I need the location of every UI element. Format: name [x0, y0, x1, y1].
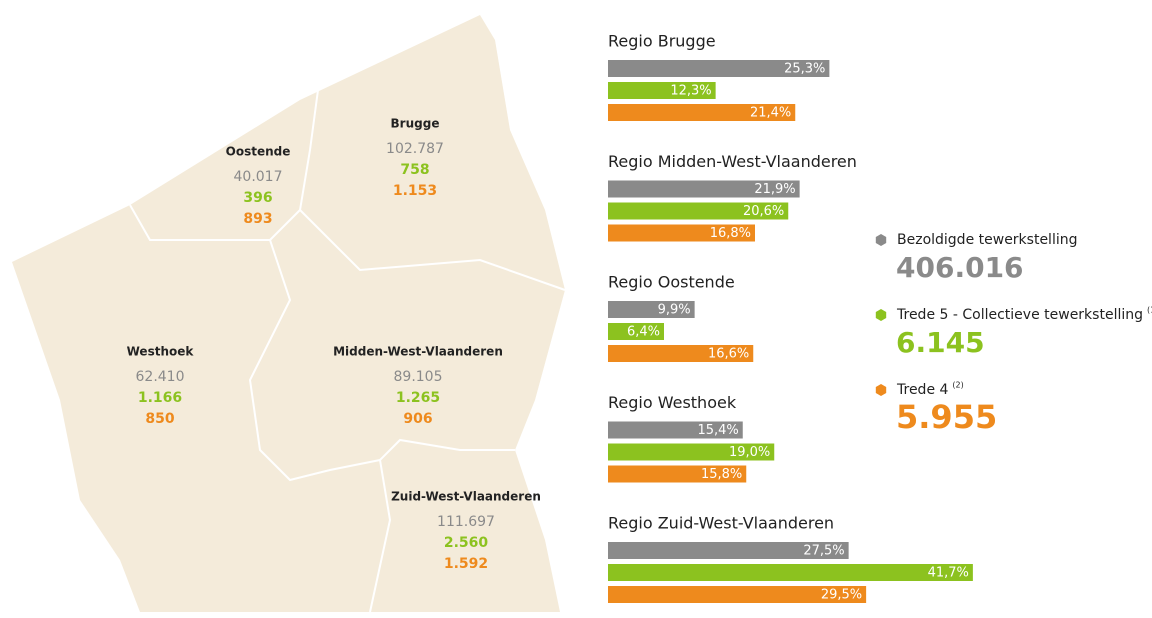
region-value: 89.105: [394, 369, 443, 385]
group-title: Regio Midden-West-Vlaanderen: [608, 152, 857, 171]
region-value: 893: [243, 211, 272, 227]
bar-label: 21,4%: [750, 106, 791, 121]
bar-label: 15,8%: [701, 467, 742, 482]
bar-label: 21,9%: [754, 182, 795, 197]
region-name: Westhoek: [127, 345, 195, 359]
region-value: 62.410: [136, 369, 185, 385]
region-value: 40.017: [234, 169, 283, 185]
bar: [608, 542, 849, 559]
bar-charts: Regio Brugge 25,3% 12,3% 21,4% Regio Midden-…: [608, 32, 973, 603]
region-value: 758: [400, 162, 429, 178]
bar: [608, 104, 796, 121]
bar-label: 29,5%: [821, 588, 862, 603]
group-title: Regio Oostende: [608, 273, 735, 292]
legend-icon: [875, 234, 887, 246]
bar-label: 16,8%: [710, 226, 751, 241]
province-shape: [12, 15, 565, 612]
region-value: 850: [145, 411, 174, 427]
region-name: Zuid-West-Vlaanderen: [391, 490, 541, 504]
bar: [608, 82, 716, 99]
group-title: Regio Zuid-West-Vlaanderen: [608, 514, 834, 533]
legend-note: (2): [952, 381, 963, 390]
region-borders: [129, 74, 566, 613]
bar: [608, 345, 754, 362]
legend-label: Trede 5 - Collectieve tewerkstelling: [896, 307, 1143, 323]
group-title: Regio Westhoek: [608, 393, 737, 412]
map-labels: Oostende 40.017 396 893 Brugge 102.787 758 1.15…: [127, 117, 541, 573]
legend: Bezoldigde tewerkstelling 406.016 Trede 5 …: [875, 232, 1152, 436]
region-value: 2.560: [444, 535, 489, 551]
region-value: 1.265: [396, 390, 440, 406]
region-value: 906: [403, 411, 432, 427]
legend-total: 6.145: [896, 326, 985, 359]
bar: [608, 180, 800, 198]
bar: [608, 224, 755, 242]
bar: [608, 60, 830, 77]
bar: [608, 202, 789, 220]
region-value: 1.166: [138, 390, 182, 406]
region-name: Brugge: [391, 117, 440, 131]
region-name: Oostende: [226, 145, 291, 159]
region-name: Midden-West-Vlaanderen: [333, 345, 503, 359]
bar-label: 12,3%: [670, 84, 711, 99]
bar-label: 41,7%: [928, 566, 969, 581]
bar-label: 27,5%: [803, 544, 844, 559]
region-value: 102.787: [386, 141, 444, 157]
bar-label: 6,4%: [627, 325, 660, 340]
bar: [608, 301, 695, 318]
bar: [608, 465, 747, 483]
legend-total: 5.955: [896, 398, 997, 436]
legend-label: Bezoldigde tewerkstelling: [897, 232, 1078, 248]
legend-note: (1): [1147, 306, 1152, 315]
legend-total: 406.016: [896, 251, 1024, 284]
region-value: 111.697: [437, 514, 495, 530]
legend-icon: [875, 309, 887, 321]
region-value: 396: [243, 190, 272, 206]
map: [12, 15, 566, 613]
bar-label: 19,0%: [729, 445, 770, 460]
region-value: 1.592: [444, 556, 488, 572]
bar: [608, 323, 664, 340]
bar-label: 9,9%: [658, 303, 691, 318]
bar: [608, 564, 973, 581]
bar-label: 16,6%: [708, 347, 749, 362]
bar-label: 20,6%: [743, 204, 784, 219]
legend-label: Trede 4: [896, 382, 949, 398]
region-value: 1.153: [393, 183, 437, 199]
bar: [608, 586, 867, 603]
bar: [608, 421, 743, 439]
bar: [608, 443, 775, 461]
group-title: Regio Brugge: [608, 32, 716, 51]
bar-label: 15,4%: [697, 423, 738, 438]
legend-icon: [875, 384, 887, 396]
bar-label: 25,3%: [784, 62, 825, 77]
